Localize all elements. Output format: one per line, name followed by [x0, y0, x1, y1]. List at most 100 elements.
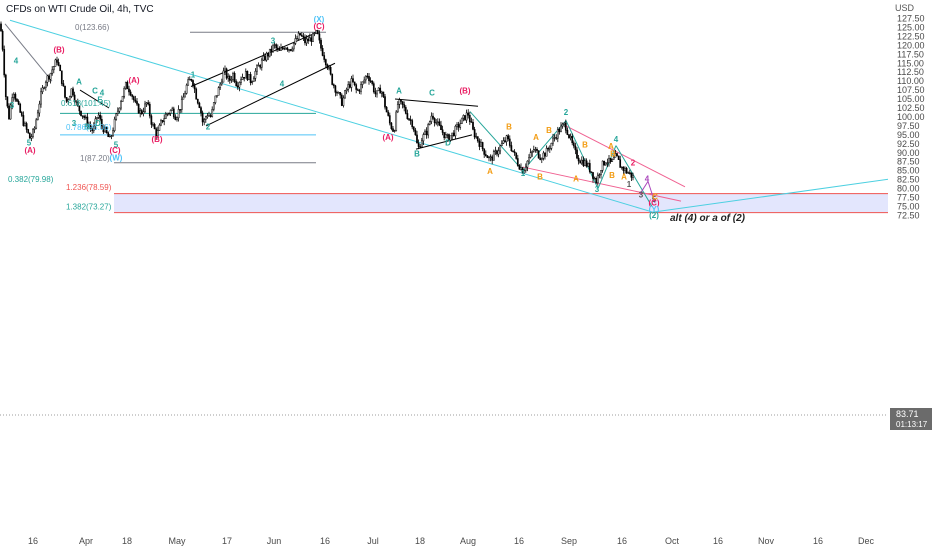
- candle-body: [387, 111, 390, 116]
- candle-body: [532, 149, 535, 152]
- candle-body: [268, 48, 271, 57]
- y-tick-label: 102.50: [897, 103, 925, 113]
- candle-body: [121, 95, 124, 102]
- x-tick-label: Apr: [79, 536, 93, 546]
- candle-body: [240, 79, 242, 83]
- candle-body: [332, 84, 335, 87]
- candle-body: [492, 151, 495, 161]
- candle-body: [281, 47, 284, 49]
- candle-body: [118, 107, 121, 112]
- trend-line: [9, 19, 654, 213]
- candle-body: [158, 124, 161, 131]
- candle-body: [120, 101, 122, 109]
- candle-body: [192, 80, 194, 86]
- candle-body: [352, 78, 354, 83]
- candle-body: [505, 135, 508, 142]
- time-axis[interactable]: [0, 532, 888, 550]
- fib-label: 0(123.66): [75, 23, 110, 32]
- candle-body: [382, 91, 385, 97]
- candle-body: [139, 110, 142, 114]
- candle-body: [208, 115, 210, 117]
- candle-body: [51, 69, 54, 74]
- candle-body: [0, 23, 2, 32]
- candle-body: [441, 129, 444, 133]
- wave-label: 1: [191, 71, 196, 80]
- candle-body: [515, 152, 518, 159]
- candle-body: [416, 134, 418, 144]
- candle-body: [324, 59, 327, 66]
- candle-body: [96, 117, 98, 120]
- candle-body: [566, 129, 569, 135]
- candle-body: [235, 81, 238, 87]
- candle-body: [438, 121, 441, 126]
- candle-body: [236, 85, 239, 88]
- candle-body: [179, 109, 182, 111]
- candle-body: [6, 96, 9, 107]
- candle-body: [433, 118, 436, 123]
- last-price-tag-bg: [890, 408, 932, 430]
- fib-label: 1.236(78.59): [66, 183, 112, 192]
- candle-body: [108, 135, 111, 138]
- candle-body: [257, 65, 260, 67]
- wave-label: (B): [459, 87, 470, 96]
- candle-body: [1, 30, 4, 50]
- y-tick-label: 112.50: [897, 67, 924, 77]
- wave-label: D: [95, 119, 101, 128]
- candle-body: [355, 84, 358, 90]
- candle-body: [598, 174, 601, 176]
- candle-body: [336, 92, 338, 94]
- candle-body: [452, 132, 455, 137]
- candle-body: [204, 116, 207, 120]
- candle-body: [342, 97, 345, 106]
- candle-body: [36, 112, 39, 121]
- candle-body: [340, 94, 343, 106]
- candle-body: [552, 137, 554, 144]
- candle-body: [25, 123, 28, 130]
- y-tick-label: 97.50: [897, 121, 920, 131]
- candle-body: [576, 149, 578, 159]
- candle-body: [294, 38, 297, 44]
- candle-body: [156, 130, 159, 137]
- x-tick-label: 16: [320, 536, 330, 546]
- y-tick-label: 127.50: [897, 14, 925, 24]
- candle-body: [184, 93, 186, 98]
- candle-body: [484, 154, 487, 157]
- candle-body: [89, 125, 92, 129]
- candle-body: [550, 142, 553, 149]
- candle-body: [547, 148, 550, 150]
- candle-body: [502, 140, 505, 144]
- candle-body: [65, 97, 68, 102]
- candle-body: [510, 145, 513, 152]
- candle-body: [361, 81, 364, 85]
- candle-body: [539, 157, 542, 160]
- candle-body: [451, 132, 454, 137]
- candle-body: [8, 105, 10, 120]
- candle-body: [339, 92, 342, 96]
- candle-body: [260, 59, 263, 68]
- wave-label: 5: [114, 140, 119, 149]
- candle-body: [276, 47, 279, 50]
- candle-body: [572, 142, 575, 147]
- candle-body: [465, 112, 468, 121]
- price-axis[interactable]: [888, 0, 932, 532]
- candle-body: [30, 136, 33, 139]
- wave-label: 3: [10, 101, 15, 110]
- candle-body: [174, 116, 177, 121]
- y-tick-label: 100.00: [897, 112, 925, 122]
- candle-body: [420, 140, 423, 148]
- candle-body: [76, 101, 79, 106]
- candle-body: [296, 38, 298, 40]
- wave-label: (B): [151, 135, 162, 144]
- wave-label: 1: [521, 169, 526, 178]
- candle-body: [584, 160, 586, 166]
- candle-body: [388, 115, 391, 124]
- candle-body: [176, 117, 178, 121]
- candle-body: [97, 114, 100, 118]
- candle-body: [624, 168, 626, 171]
- candle-body: [308, 37, 311, 42]
- trend-line: [565, 125, 686, 188]
- candle-body: [588, 163, 591, 172]
- candle-body: [414, 129, 417, 136]
